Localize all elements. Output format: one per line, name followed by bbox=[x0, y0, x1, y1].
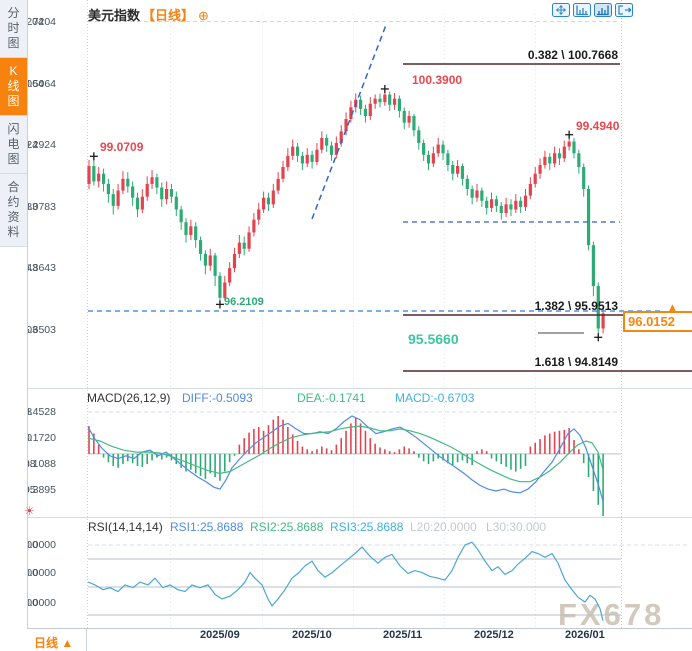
toolbar bbox=[552, 3, 633, 18]
add-indicator-icon[interactable]: ⊕ bbox=[198, 8, 209, 23]
macd-diff-value: DIFF:-0.5093 bbox=[182, 391, 253, 405]
rsi3-value: RSI3:25.8688 bbox=[330, 520, 404, 534]
pop-out-icon[interactable] bbox=[615, 3, 633, 17]
macd-dea-value: DEA:-0.1741 bbox=[297, 391, 366, 405]
period-label: 日线 bbox=[34, 636, 59, 650]
rsi1-value: RSI1:25.8688 bbox=[170, 520, 244, 534]
sidebar-item-1[interactable]: K线图 bbox=[0, 58, 27, 116]
chart-left-axis-icon[interactable] bbox=[573, 3, 591, 17]
panel-separator bbox=[27, 517, 692, 518]
crosshair-move-icon[interactable] bbox=[552, 3, 570, 17]
candles-layer bbox=[87, 89, 605, 337]
rsi2-value: RSI2:25.8688 bbox=[250, 520, 324, 534]
page-title: 美元指数 bbox=[88, 8, 141, 23]
chart-right-axis-icon[interactable] bbox=[594, 3, 612, 17]
macd-macd-value: MACD:-0.6703 bbox=[395, 391, 475, 405]
period-selector[interactable]: 日线 ▲ bbox=[27, 629, 87, 651]
bottom-axis-bar: 日线 ▲ 2025/09 2025/10 2025/11 2025/12 2026/01 bbox=[27, 628, 692, 651]
last-price-badge: 96.0152 bbox=[623, 311, 692, 332]
x-axis-label-0: 2025/09 bbox=[200, 629, 240, 641]
sidebar: 分时图 K线图 闪电图 合约资料 bbox=[0, 0, 28, 651]
macd-params-label: MACD(26,12,9) bbox=[87, 391, 171, 405]
rsi-params-label: RSI(14,14,14) bbox=[88, 520, 163, 534]
period-tag: 【日线】 bbox=[142, 8, 195, 23]
indicator-settings-icon[interactable]: ☀ bbox=[24, 504, 35, 518]
x-axis-label-3: 2025/12 bbox=[474, 629, 514, 641]
sidebar-item-2[interactable]: 闪电图 bbox=[0, 116, 27, 174]
rsi-l20-value: L20:20.0000 bbox=[410, 520, 477, 534]
sidebar-item-0[interactable]: 分时图 bbox=[0, 0, 27, 58]
rsi-l30-value: L30:30.000 bbox=[486, 520, 547, 534]
period-arrow-icon: ▲ bbox=[61, 636, 74, 650]
chart-header: 美元指数 【日线】 ⊕ bbox=[88, 5, 209, 23]
x-axis-label-4: 2026/01 bbox=[565, 629, 605, 641]
x-axis-label-1: 2025/10 bbox=[292, 629, 332, 641]
panel-separator bbox=[27, 388, 692, 389]
sidebar-item-3[interactable]: 合约资料 bbox=[0, 174, 27, 247]
x-axis-label-2: 2025/11 bbox=[383, 629, 423, 641]
